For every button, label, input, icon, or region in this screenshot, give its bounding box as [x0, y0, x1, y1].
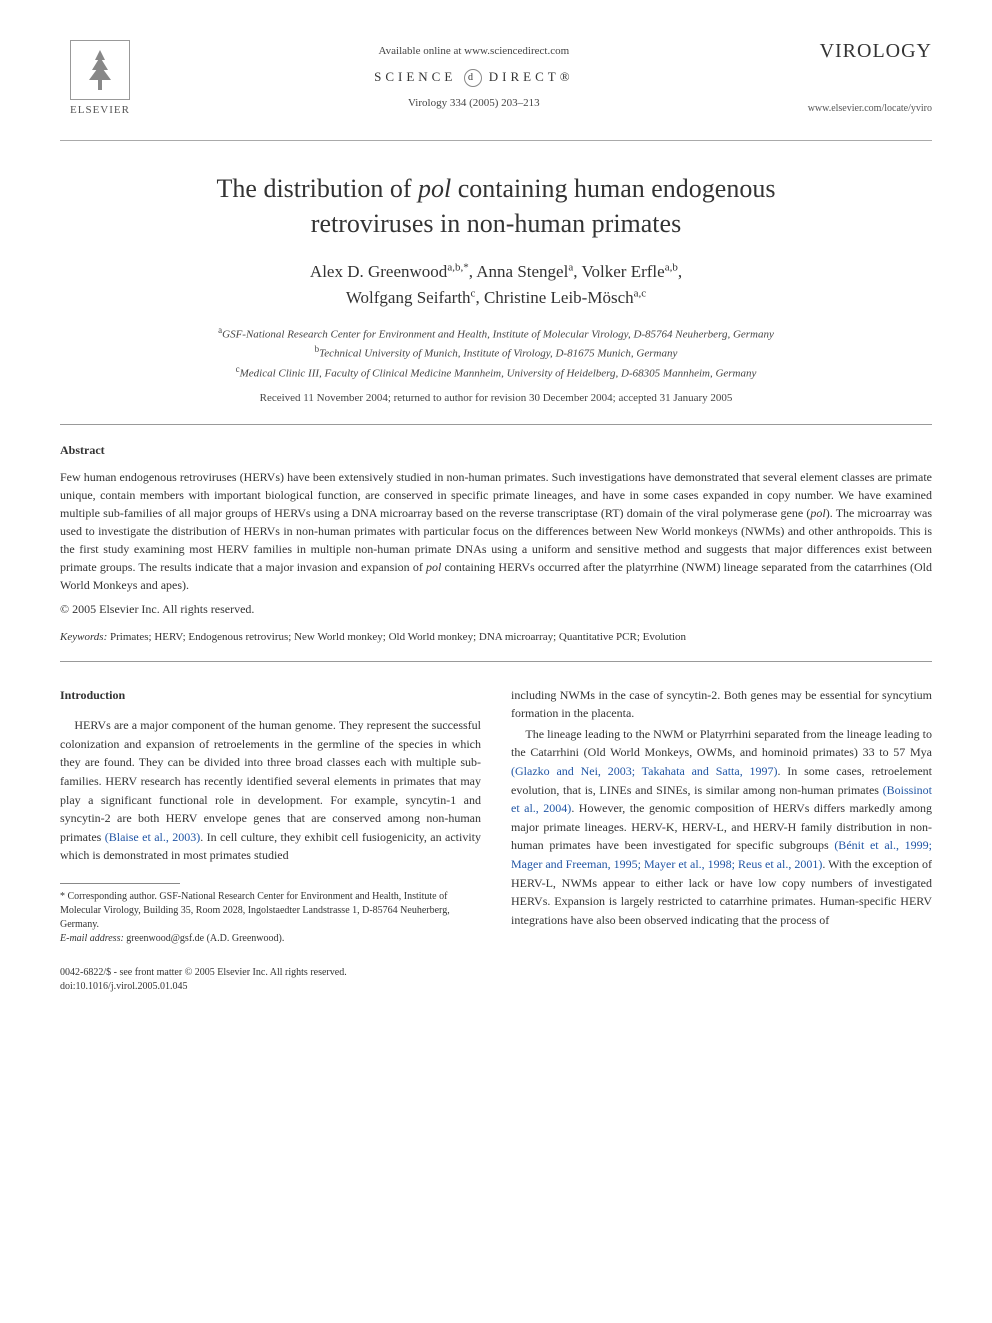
author-4: Wolfgang Seifarth [346, 288, 471, 307]
abstract-top-divider [60, 424, 932, 425]
intro-right-p2: The lineage leading to the NWM or Platyr… [511, 725, 932, 930]
issn-line: 0042-6822/$ - see front matter © 2005 El… [60, 966, 932, 980]
author-2: Anna Stengel [476, 262, 568, 281]
title-line2: retroviruses in non-human primates [311, 209, 681, 238]
author-4-sup: c [471, 287, 476, 299]
sd-left: SCIENCE [374, 69, 456, 84]
footnote-email-line: E-mail address: greenwood@gsf.de (A.D. G… [60, 932, 481, 946]
header-divider [60, 140, 932, 141]
footnote-block: * Corresponding author. GSF-National Res… [60, 890, 481, 946]
elsevier-logo: ELSEVIER [60, 40, 140, 130]
keywords-label: Keywords: [60, 631, 107, 643]
abstract-label: Abstract [60, 443, 932, 458]
header-center: Available online at www.sciencedirect.co… [140, 40, 808, 109]
abstract-text: Few human endogenous retroviruses (HERVs… [60, 468, 932, 594]
doi-line: doi:10.1016/j.virol.2005.01.045 [60, 980, 932, 994]
affil-c: Medical Clinic III, Faculty of Clinical … [240, 367, 757, 379]
intro-left-p1: HERVs are a major component of the human… [60, 716, 481, 865]
journal-reference: Virology 334 (2005) 203–213 [140, 97, 808, 109]
abs-ital: pol [810, 506, 825, 520]
sd-icon: d [464, 69, 482, 87]
author-5: Christine Leib-Mösch [484, 288, 634, 307]
cite-glazko[interactable]: (Glazko and Nei, 2003; Takahata and Satt… [511, 764, 778, 778]
available-online-text: Available online at www.sciencedirect.co… [140, 45, 808, 57]
right-column: including NWMs in the case of syncytin-2… [511, 686, 932, 946]
journal-url: www.elsevier.com/locate/yviro [808, 103, 932, 114]
dates: Received 11 November 2004; returned to a… [60, 392, 932, 404]
title-part2: containing human endogenous [451, 174, 775, 203]
footnote-email: greenwood@gsf.de (A.D. Greenwood). [124, 933, 285, 944]
science-direct-logo: SCIENCE d DIRECT® [140, 69, 808, 87]
author-5-sup: a,c [634, 287, 647, 299]
journal-name-block: VIROLOGY www.elsevier.com/locate/yviro [808, 40, 932, 114]
affil-a: GSF-National Research Center for Environ… [222, 329, 774, 341]
abstract-bottom-divider [60, 661, 932, 662]
body-columns: Introduction HERVs are a major component… [60, 686, 932, 946]
affiliations: aGSF-National Research Center for Enviro… [60, 324, 932, 381]
journal-name: VIROLOGY [808, 40, 932, 63]
footnote-email-label: E-mail address: [60, 933, 124, 944]
author-3: Volker Erfle [581, 262, 664, 281]
keywords: Keywords: Primates; HERV; Endogenous ret… [60, 631, 932, 643]
title-ital: pol [418, 174, 451, 203]
paper-title: The distribution of pol containing human… [60, 171, 932, 241]
intro-right-p1: including NWMs in the case of syncytin-2… [511, 686, 932, 723]
affil-b: Technical University of Munich, Institut… [319, 348, 677, 360]
author-3-sup: a,b [665, 262, 678, 274]
title-part1: The distribution of [217, 174, 418, 203]
intro-left-pre: HERVs are a major component of the human… [60, 718, 481, 844]
cite-blaise[interactable]: (Blaise et al., 2003) [105, 830, 201, 844]
footnote-divider [60, 883, 180, 884]
author-1-sup: a,b,* [447, 262, 468, 274]
author-1: Alex D. Greenwood [310, 262, 447, 281]
abstract-block: Abstract Few human endogenous retrovirus… [60, 443, 932, 643]
abs-pre: Few human endogenous retroviruses (HERVs… [60, 470, 932, 520]
header-top: ELSEVIER Available online at www.science… [60, 40, 932, 130]
copyright: © 2005 Elsevier Inc. All rights reserved… [60, 602, 932, 617]
intro-right-pre: The lineage leading to the NWM or Platyr… [511, 727, 932, 760]
abs-ital2: pol [426, 560, 441, 574]
intro-heading: Introduction [60, 686, 481, 705]
bottom-meta: 0042-6822/$ - see front matter © 2005 El… [60, 966, 932, 994]
title-block: The distribution of pol containing human… [60, 171, 932, 404]
left-column: Introduction HERVs are a major component… [60, 686, 481, 946]
sd-right: DIRECT® [489, 69, 574, 84]
elsevier-tree-icon [70, 40, 130, 100]
author-2-sup: a [568, 262, 573, 274]
footnote-corr: * Corresponding author. GSF-National Res… [60, 890, 481, 932]
authors: Alex D. Greenwooda,b,*, Anna Stengela, V… [60, 259, 932, 310]
elsevier-label: ELSEVIER [70, 104, 130, 116]
keywords-text: Primates; HERV; Endogenous retrovirus; N… [107, 631, 686, 643]
